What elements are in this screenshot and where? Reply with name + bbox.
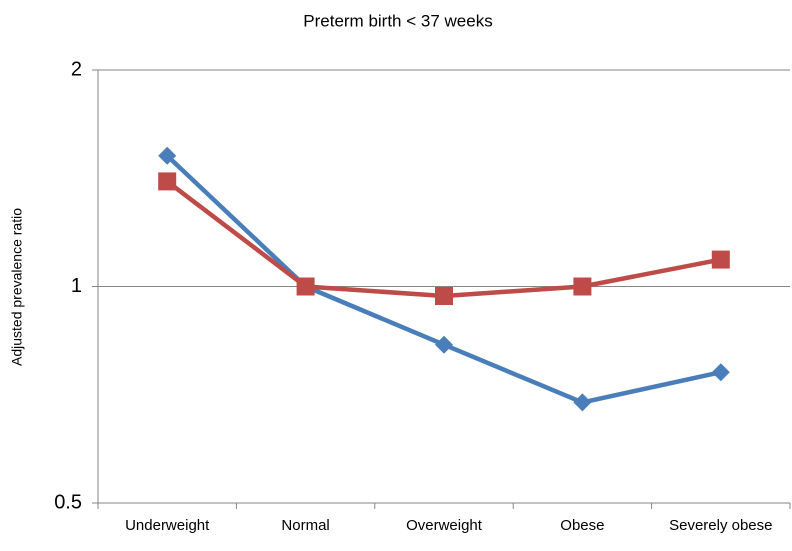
x-tick-label: Overweight [406,517,483,534]
marker [711,363,730,382]
marker [158,172,177,191]
marker [158,146,177,165]
y-tick-label: 2 [71,58,82,80]
x-tick-label: Normal [281,517,329,534]
x-tick-label: Severely obese [669,517,772,534]
marker [435,287,453,306]
y-tick-label: 0.5 [54,491,82,513]
marker [573,393,592,412]
marker [711,250,730,269]
x-tick-label: Underweight [125,517,210,534]
x-tick-label: Obese [560,517,604,534]
marker [435,335,453,354]
y-axis-label: Adjusted prevalence ratio [9,208,25,366]
series-line [165,179,722,299]
series-line [165,154,722,405]
y-tick-label: 1 [71,275,82,297]
marker [296,277,315,296]
chart-title: Preterm birth < 37 weeks [303,11,492,30]
marker [573,277,592,296]
